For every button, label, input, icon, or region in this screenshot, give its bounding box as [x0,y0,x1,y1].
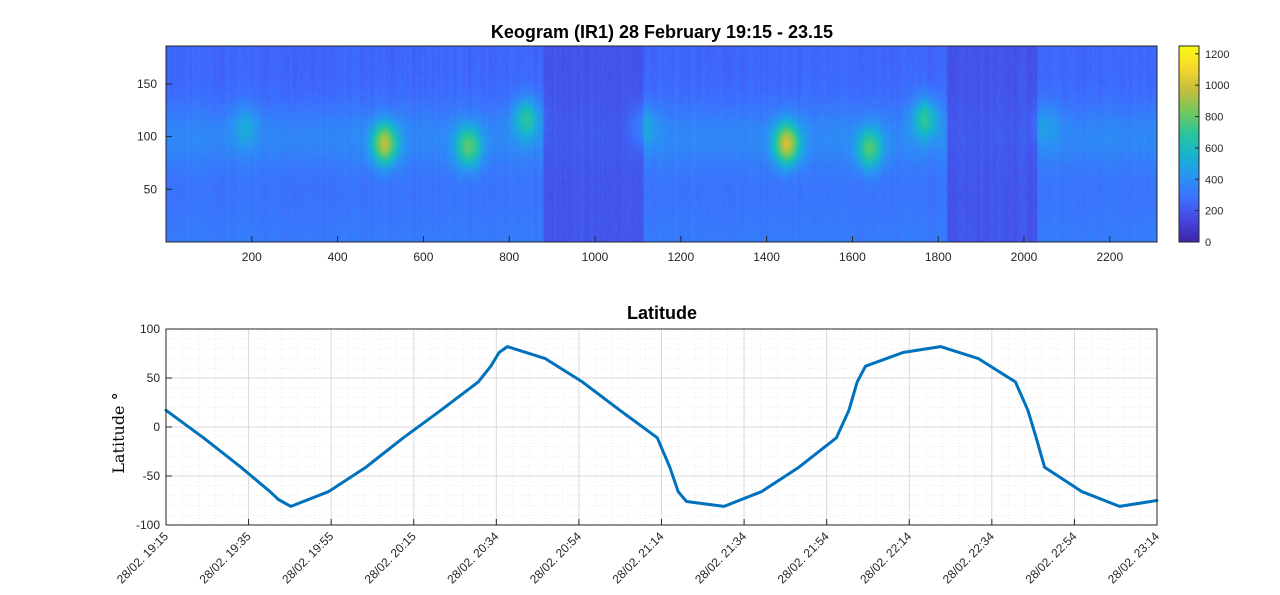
latitude-x-tick-label: 28/02. 22:14 [857,529,914,586]
latitude-y-tick-label: 50 [147,371,161,385]
colorbar: 0 200 400 600 800 1000 1200 [1178,45,1229,249]
keogram-y-tick-label: 50 [144,182,158,196]
latitude-series-line [164,345,1159,508]
latitude-y-tick-label: -100 [136,518,160,532]
latitude-y-tick-label: 100 [140,322,160,336]
keogram-axes: 200 400 600 800 1000 1200 1400 1600 1800 2000 2200… [137,45,1158,264]
latitude-y-ticks: -100 -50 0 50 100 [136,322,172,532]
keogram-frame [165,45,1158,243]
keogram-y-ticks: 50 100 150 [137,77,172,196]
latitude-y-tick-label: 0 [153,420,160,434]
colorbar-ticks: 0 200 400 600 800 1000 1200 [1195,49,1229,249]
keogram-x-ticks: 200 400 600 800 1000 1200 1400 1600 1800 2000 2200 [242,236,1123,264]
latitude-x-tick-label: 28/02. 21:34 [692,529,749,586]
colorbar-tick-label: 0 [1205,237,1211,249]
keogram-heatmap [166,46,1157,242]
keogram-y-tick-label: 100 [137,130,157,144]
latitude-x-tick-label: 28/02. 22:54 [1022,529,1079,586]
keogram-x-tick-label: 1000 [582,250,609,264]
keogram-x-tick-label: 2000 [1011,250,1038,264]
latitude-x-tick-label: 28/02. 20:34 [444,529,501,586]
keogram-x-tick-label: 200 [242,250,262,264]
keogram-x-tick-label: 1800 [925,250,952,264]
keogram-x-tick-label: 600 [413,250,433,264]
keogram-x-tick-label: 1400 [753,250,780,264]
latitude-x-tick-label: 28/02. 19:35 [197,529,254,586]
latitude-x-tick-label: 28/02. 22:34 [940,529,997,586]
colorbar-tick-label: 1200 [1205,49,1229,61]
latitude-y-tick-label: -50 [143,469,161,483]
keogram-x-tick-label: 1200 [667,250,694,264]
latitude-x-tick-label: 28/02. 21:14 [610,529,667,586]
keogram-title: Keogram (IR1) 28 February 19:15 - 23.15 [491,22,833,42]
latitude-x-tick-label: 28/02. 19:15 [114,529,171,586]
latitude-x-tick-label: 28/02. 21:54 [775,529,832,586]
colorbar-tick-label: 600 [1205,143,1223,155]
colorbar-gradient [1179,46,1199,242]
colorbar-tick-label: 800 [1205,112,1223,124]
colorbar-frame [1178,45,1200,243]
latitude-x-ticks: 28/02. 19:15 28/02. 19:35 28/02. 19:55 28/0… [114,519,1162,586]
latitude-x-tick-label: 28/02. 20:15 [362,529,419,586]
latitude-x-tick-label: 28/02. 23:14 [1105,529,1162,586]
colorbar-tick-label: 200 [1205,206,1223,218]
keogram-y-tick-label: 150 [137,77,157,91]
keogram-x-tick-label: 1600 [839,250,866,264]
colorbar-tick-label: 1000 [1205,80,1229,92]
latitude-x-tick-label: 28/02. 20:54 [527,529,584,586]
keogram-x-tick-label: 800 [499,250,519,264]
keogram-x-tick-label: 400 [328,250,348,264]
latitude-y-axis-label: Latitude ° [109,392,128,473]
colorbar-tick-label: 400 [1205,174,1223,186]
keogram-x-tick-label: 2200 [1096,250,1123,264]
latitude-title: Latitude [627,303,697,323]
latitude-x-tick-label: 28/02. 19:55 [279,529,336,586]
